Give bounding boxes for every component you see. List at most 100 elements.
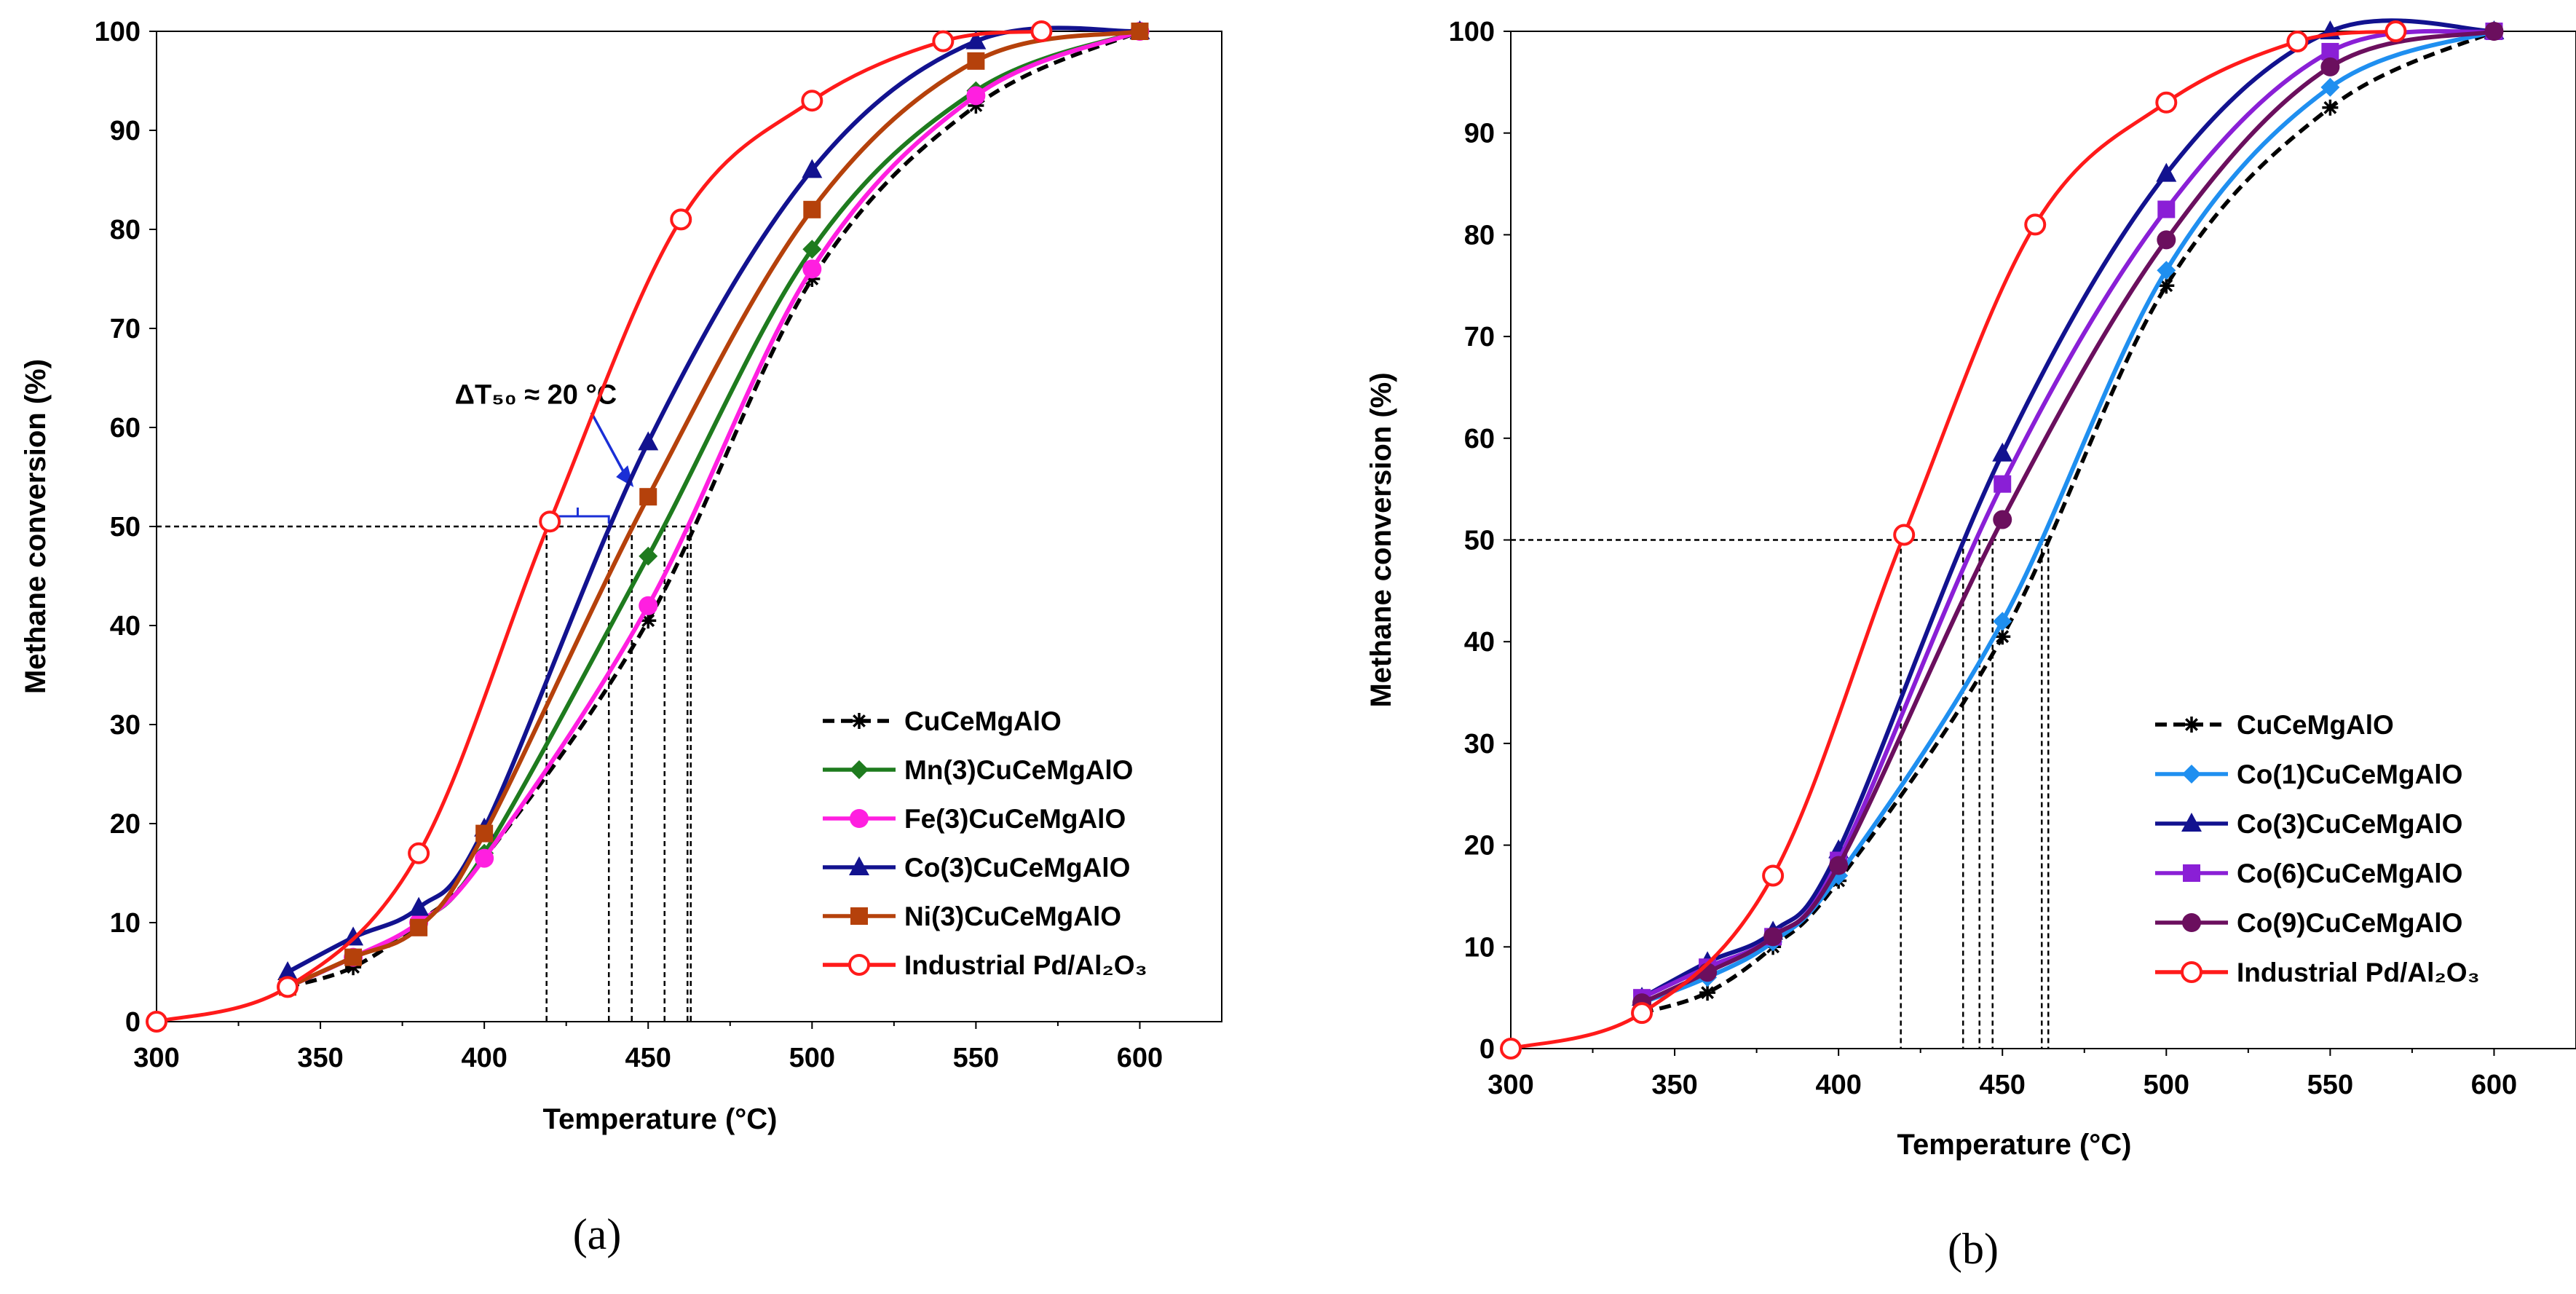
series-industrial-pd-al-o bbox=[1500, 20, 2407, 1060]
data-point-co-6-cucemgalo bbox=[2157, 200, 2176, 218]
legend: CuCeMgAlO Mn(3)CuCeMgAlO Fe(3)CuCeMgAlO Co(… bbox=[823, 706, 1147, 980]
legend-entry-co-9-cucemgalo: Co(9)CuCeMgAlO bbox=[2237, 908, 2462, 938]
data-point-industrial-pd-al-o bbox=[1893, 524, 1916, 546]
data-point-ni-3-cucemgalo bbox=[967, 52, 985, 70]
data-point-co-9-cucemgalo bbox=[1763, 927, 1783, 947]
series-ni-3-cucemgalo bbox=[279, 23, 1149, 996]
data-point-co-3-cucemgalo bbox=[277, 961, 299, 980]
data-point-fe-3-cucemgalo bbox=[639, 596, 658, 615]
legend-swatch-marker bbox=[850, 760, 869, 779]
legend-swatch-marker bbox=[848, 954, 870, 976]
delta-t50-annotation: ΔT₅₀ ≈ 20 °C bbox=[455, 379, 617, 410]
data-point-co-1-cucemgalo bbox=[2320, 77, 2340, 97]
legend-entry-co-6-cucemgalo: Co(6)CuCeMgAlO bbox=[2237, 859, 2462, 888]
annotation-arrow-line bbox=[590, 411, 628, 478]
y-axis-label: Methane conversion (%) bbox=[20, 359, 52, 694]
data-point-cucemgalo bbox=[2322, 99, 2339, 116]
legend-swatch-marker bbox=[2181, 961, 2202, 983]
y-tick-label: 100 bbox=[95, 17, 141, 47]
x-tick-label: 450 bbox=[1980, 1070, 2026, 1100]
data-point-fe-3-cucemgalo bbox=[966, 86, 986, 106]
x-tick-label: 500 bbox=[789, 1043, 835, 1073]
x-tick-label: 350 bbox=[1651, 1070, 1697, 1100]
data-point-cucemgalo bbox=[1699, 985, 1716, 1001]
x-tick-label: 550 bbox=[953, 1043, 999, 1073]
x-axis-label: Temperature (°C) bbox=[543, 1103, 778, 1135]
x-tick-label: 600 bbox=[2471, 1070, 2517, 1100]
y-tick-label: 60 bbox=[110, 413, 141, 443]
y-tick-label: 20 bbox=[1464, 831, 1495, 861]
x-tick-label: 350 bbox=[297, 1043, 343, 1073]
legend-entry-ni-3-cucemgalo: Ni(3)CuCeMgAlO bbox=[904, 902, 1121, 931]
y-tick-label: 70 bbox=[1464, 322, 1495, 352]
data-point-mn-3-cucemgalo bbox=[639, 546, 658, 566]
data-point-co-9-cucemgalo bbox=[2484, 22, 2504, 41]
data-point-co-9-cucemgalo bbox=[2157, 230, 2176, 250]
legend-swatch-marker bbox=[850, 907, 868, 925]
series-line-co-6-cucemgalo bbox=[1640, 28, 2494, 1000]
legend-entry-industrial-pd-al-o: Industrial Pd/Al₂O₃ bbox=[2237, 958, 2480, 987]
data-point-co-1-cucemgalo bbox=[1993, 612, 2012, 631]
data-point-co-1-cucemgalo bbox=[2157, 261, 2176, 280]
data-point-industrial-pd-al-o bbox=[2155, 91, 2178, 114]
panel-label: (b) bbox=[1948, 1225, 1999, 1273]
legend-entry-industrial-pd-al-o: Industrial Pd/Al₂O₃ bbox=[904, 950, 1147, 980]
legend-entry-co-3-cucemgalo: Co(3)CuCeMgAlO bbox=[904, 853, 1130, 883]
data-point-co-3-cucemgalo bbox=[965, 30, 987, 50]
data-point-co-3-cucemgalo bbox=[343, 926, 364, 946]
x-tick-label: 600 bbox=[1117, 1043, 1163, 1073]
data-point-co-3-cucemgalo bbox=[408, 896, 430, 916]
y-tick-label: 10 bbox=[110, 908, 141, 939]
y-tick-label: 0 bbox=[1479, 1034, 1495, 1065]
data-point-industrial-pd-al-o bbox=[932, 30, 955, 52]
legend-entry-co-1-cucemgalo: Co(1)CuCeMgAlO bbox=[2237, 760, 2462, 789]
y-axis-label: Methane conversion (%) bbox=[1365, 372, 1397, 707]
data-point-industrial-pd-al-o bbox=[801, 90, 823, 112]
y-tick-label: 80 bbox=[1464, 220, 1495, 250]
legend-swatch-marker bbox=[2183, 864, 2200, 882]
y-tick-label: 30 bbox=[110, 710, 141, 741]
legend-entry-co-3-cucemgalo: Co(3)CuCeMgAlO bbox=[2237, 809, 2462, 839]
data-point-co-9-cucemgalo bbox=[1829, 856, 1849, 875]
data-point-co-3-cucemgalo bbox=[1992, 442, 2013, 462]
series-co-3-cucemgalo bbox=[277, 20, 1150, 980]
data-point-ni-3-cucemgalo bbox=[803, 200, 821, 218]
legend-swatch-marker bbox=[2182, 913, 2201, 932]
y-tick-label: 90 bbox=[1464, 119, 1495, 149]
y-tick-label: 90 bbox=[110, 116, 141, 146]
x-tick-label: 450 bbox=[625, 1043, 671, 1073]
series-line-co-3-cucemgalo bbox=[286, 25, 1140, 974]
x-tick-label: 400 bbox=[461, 1043, 507, 1073]
legend-swatch-marker bbox=[2182, 765, 2201, 784]
x-tick-label: 300 bbox=[133, 1043, 179, 1073]
y-tick-label: 10 bbox=[1464, 932, 1495, 963]
data-point-ni-3-cucemgalo bbox=[1131, 23, 1149, 40]
data-point-ni-3-cucemgalo bbox=[410, 918, 428, 936]
data-point-mn-3-cucemgalo bbox=[802, 240, 822, 259]
legend-entry-mn-3-cucemgalo: Mn(3)CuCeMgAlO bbox=[904, 755, 1133, 785]
chart-panel-b: 0 10 20 30 40 50 60 70 80 90 100 300 350 400 450 500 550… bbox=[1365, 17, 2576, 1273]
legend-swatch-marker bbox=[849, 856, 869, 875]
legend-swatch-marker bbox=[850, 809, 869, 828]
data-point-industrial-pd-al-o bbox=[277, 976, 299, 998]
series-industrial-pd-al-o bbox=[146, 20, 1053, 1033]
legend-entry-fe-3-cucemgalo: Fe(3)CuCeMgAlO bbox=[904, 804, 1126, 834]
y-tick-label: 30 bbox=[1464, 729, 1495, 760]
x-tick-label: 300 bbox=[1487, 1070, 1533, 1100]
y-tick-label: 80 bbox=[110, 215, 141, 245]
data-point-industrial-pd-al-o bbox=[2385, 20, 2407, 42]
series-line-industrial-pd-al-o bbox=[156, 29, 1042, 1024]
legend: CuCeMgAlO Co(1)CuCeMgAlO Co(3)CuCeMgAlO Co(… bbox=[2155, 710, 2480, 987]
x-tick-label: 400 bbox=[1815, 1070, 1861, 1100]
data-point-cucemgalo bbox=[2158, 277, 2175, 294]
legend-entry-cucemgalo: CuCeMgAlO bbox=[2237, 710, 2394, 740]
y-tick-label: 50 bbox=[110, 512, 141, 543]
series-line-co-3-cucemgalo bbox=[1640, 18, 2494, 1000]
series-line-co-1-cucemgalo bbox=[1640, 29, 2495, 1005]
y-tick-label: 70 bbox=[110, 314, 141, 344]
data-point-co-9-cucemgalo bbox=[1993, 510, 2012, 529]
data-point-co-9-cucemgalo bbox=[2320, 57, 2340, 76]
legend-swatch-marker bbox=[2184, 717, 2200, 733]
x-tick-label: 500 bbox=[2144, 1070, 2189, 1100]
